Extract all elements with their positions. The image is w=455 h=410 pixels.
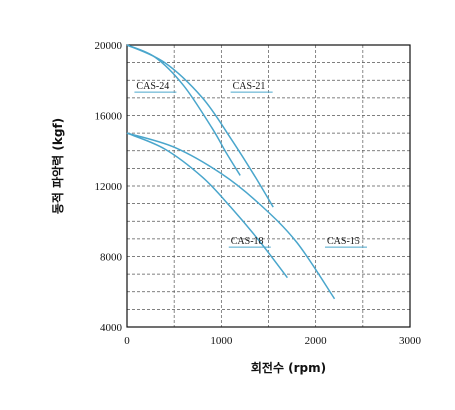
series-label-cas-18: CAS-18 — [231, 236, 264, 247]
x-tick-label: 1000 — [210, 335, 233, 347]
x-tick-label: 3000 — [399, 335, 422, 347]
series-curves — [126, 44, 336, 300]
plot-frame — [126, 44, 411, 328]
y-tick-label: 12000 — [95, 181, 123, 193]
x-tick-label: 2000 — [305, 335, 328, 347]
y-tick-label: 4000 — [100, 322, 123, 334]
x-tick-labels: 0 1000 2000 3000 — [124, 335, 421, 347]
series-label-cas-24: CAS-24 — [136, 81, 169, 92]
y-tick-label: 20000 — [95, 40, 123, 52]
x-axis-label: 회전수 (rpm) — [251, 360, 326, 375]
grid — [127, 45, 410, 327]
series-line-cas-15 — [126, 132, 336, 300]
series-label-cas-21: CAS-21 — [233, 81, 266, 92]
y-axis-label: 동적 파악력 (kgf) — [50, 118, 65, 214]
series-line-cas-18 — [126, 132, 288, 279]
x-tick-label: 0 — [124, 335, 130, 347]
y-tick-label: 8000 — [100, 252, 123, 264]
series-line-cas-21 — [126, 44, 274, 208]
y-tick-labels: 4000 8000 12000 16000 20000 — [95, 40, 123, 334]
y-tick-label: 16000 — [95, 111, 123, 123]
series-labels: CAS-24 CAS-21 CAS-18 CAS-15 — [134, 81, 367, 248]
series-line-cas-24 — [126, 44, 241, 176]
series-label-cas-15: CAS-15 — [327, 236, 360, 247]
